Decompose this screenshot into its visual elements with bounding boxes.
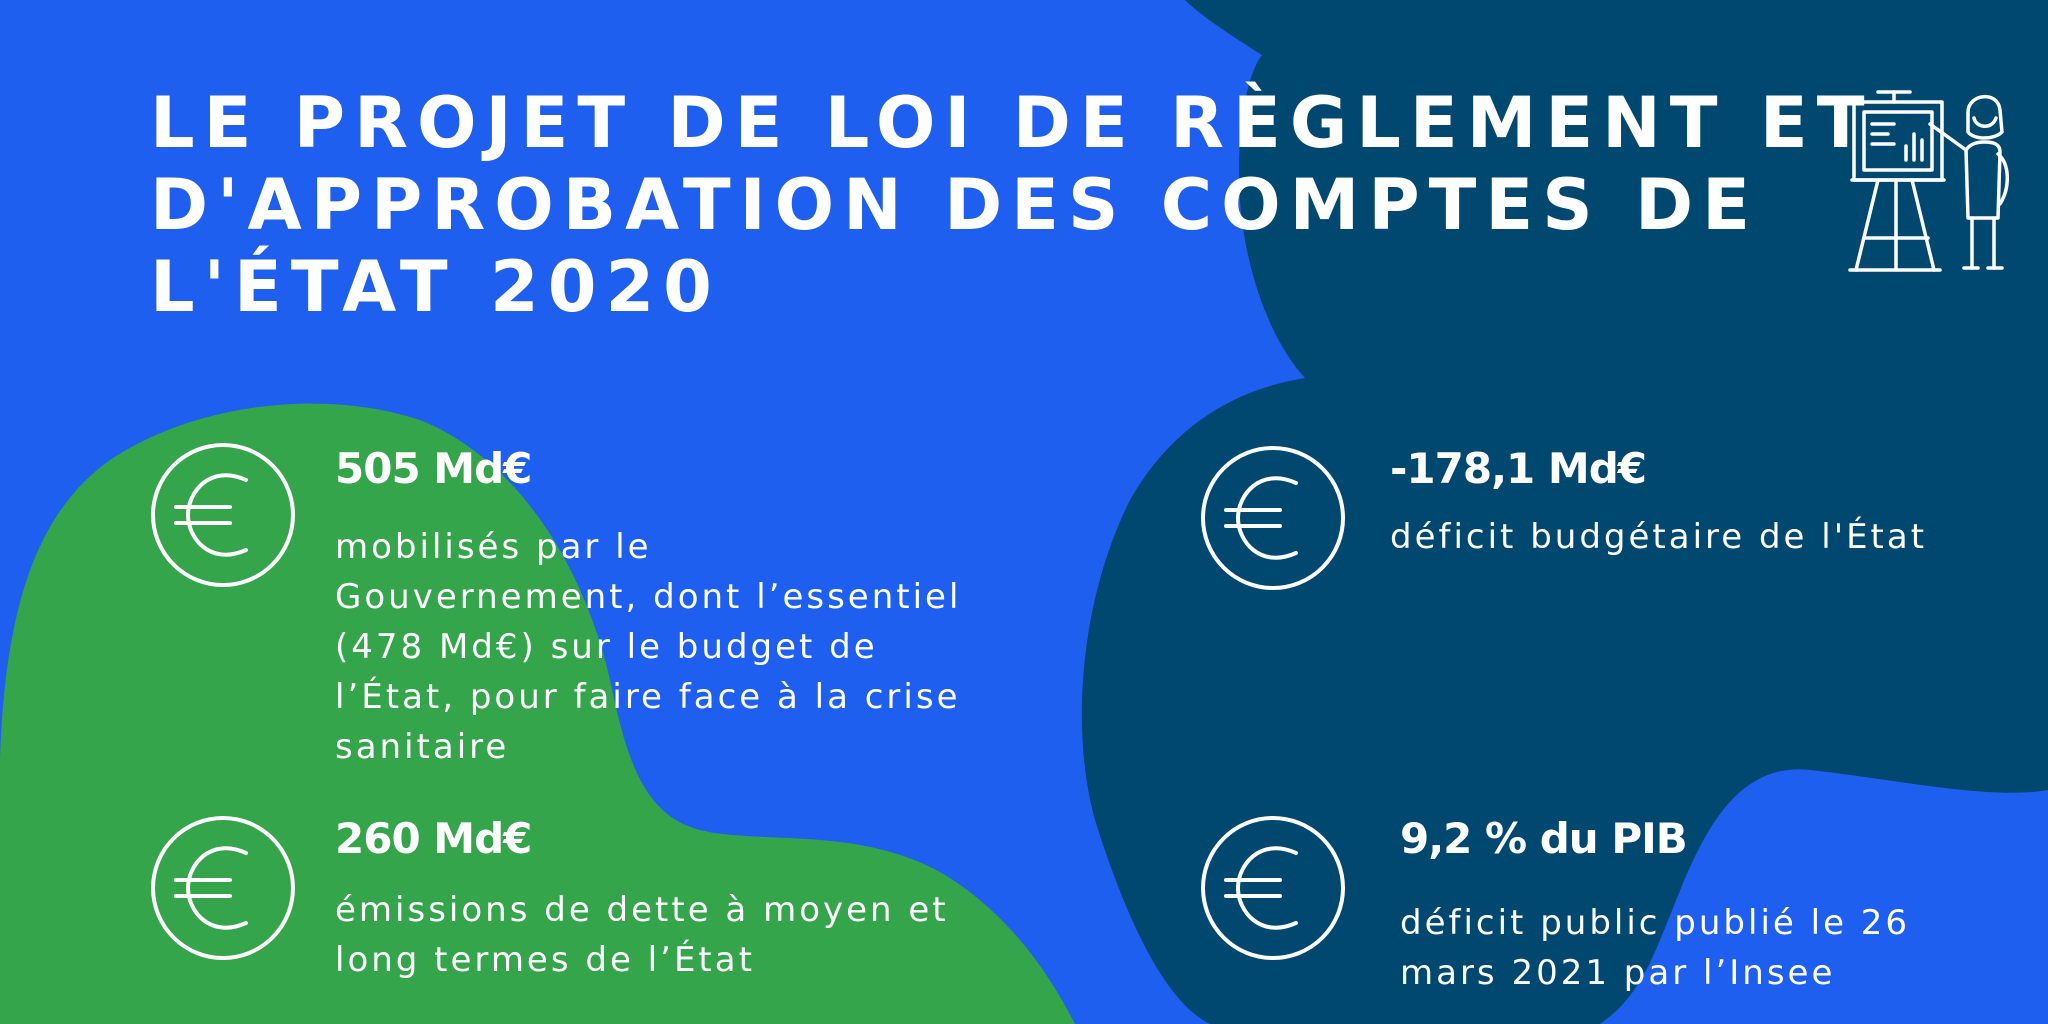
stat-value-pib: 9,2 % du PIB [1400, 814, 1688, 863]
presenter-whiteboard-icon [1848, 90, 2009, 272]
navy-blob [1081, 0, 2048, 1024]
stat-value-deficit-budgetaire: -178,1 Md€ [1390, 444, 1647, 493]
green-blob [0, 403, 1075, 1024]
stat-description-505: mobilisés par le Gouvernement, dont l’es… [335, 527, 962, 767]
stat-description-260: émissions de dette à moyen et long terme… [335, 890, 949, 980]
stat-value-505: 505 Md€ [335, 444, 532, 493]
stat-description-pib: déficit public publié le 26 mars 2021 pa… [1400, 903, 1911, 993]
title-line-3: L'ÉTAT 2020 [150, 246, 721, 328]
stat-value-260: 260 Md€ [335, 814, 532, 863]
page-title: LE PROJET DE LOI DE RÈGLEMENT ET D'APPRO… [150, 82, 1874, 328]
euro-coin-icon [151, 443, 295, 587]
euro-coin-icon [151, 816, 295, 960]
title-line-1: LE PROJET DE LOI DE RÈGLEMENT ET [150, 82, 1874, 164]
euro-coin-icon [1201, 446, 1345, 590]
euro-coin-icon [1201, 816, 1345, 960]
stat-description-deficit-budgetaire: déficit budgétaire de l'État [1390, 517, 1928, 557]
title-line-2: D'APPROBATION DES COMPTES DE [150, 164, 1759, 246]
